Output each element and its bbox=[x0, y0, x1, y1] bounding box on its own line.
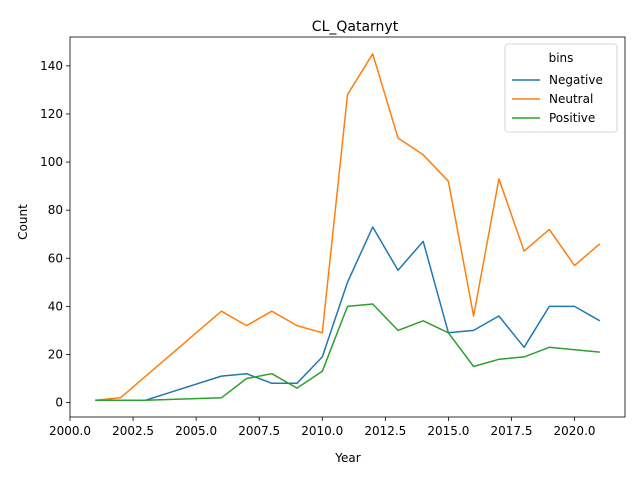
legend-title: bins bbox=[549, 51, 574, 65]
y-tick-label: 80 bbox=[48, 203, 63, 217]
series-layer bbox=[95, 53, 601, 401]
legend-label-positive: Positive bbox=[549, 111, 595, 125]
plot-frame bbox=[69, 36, 626, 418]
x-tick-label: 2007.5 bbox=[238, 424, 280, 438]
legend-label-neutral: Neutral bbox=[549, 92, 593, 106]
y-axis: 0 20 40 60 80 100 120 140 bbox=[40, 59, 70, 410]
x-tick-label: 2010.0 bbox=[301, 424, 343, 438]
x-tick-label: 2002.5 bbox=[112, 424, 154, 438]
x-tick-label: 2020.0 bbox=[554, 424, 596, 438]
x-tick-label: 2005.0 bbox=[175, 424, 217, 438]
series-line-negative bbox=[145, 226, 601, 401]
y-tick-label: 40 bbox=[48, 299, 63, 313]
x-axis: 2000.0 2002.5 2005.0 2007.5 2010.0 2012.5 2015… bbox=[49, 417, 596, 438]
legend-entries: Negative Neutral Positive bbox=[512, 73, 603, 125]
series-line-neutral bbox=[95, 53, 601, 401]
y-tick-label: 0 bbox=[55, 396, 63, 410]
x-tick-label: 2015.0 bbox=[427, 424, 469, 438]
y-axis-label: Count bbox=[16, 204, 30, 240]
x-tick-label: 2012.5 bbox=[364, 424, 406, 438]
series-line-positive bbox=[95, 303, 600, 401]
x-axis-label: Year bbox=[334, 451, 360, 465]
y-tick-label: 20 bbox=[48, 347, 63, 361]
y-tick-label: 60 bbox=[48, 251, 63, 265]
legend-box bbox=[504, 43, 618, 133]
y-tick-label: 140 bbox=[40, 59, 63, 73]
y-tick-label: 120 bbox=[40, 107, 63, 121]
legend-label-negative: Negative bbox=[549, 73, 603, 87]
x-tick-label: 2017.5 bbox=[490, 424, 532, 438]
chart-title: CL_Qatarnyt bbox=[312, 19, 399, 35]
y-tick-label: 100 bbox=[40, 155, 63, 169]
x-tick-label: 2000.0 bbox=[49, 424, 91, 438]
legend: bins Negative Neutral Positive bbox=[504, 43, 618, 133]
